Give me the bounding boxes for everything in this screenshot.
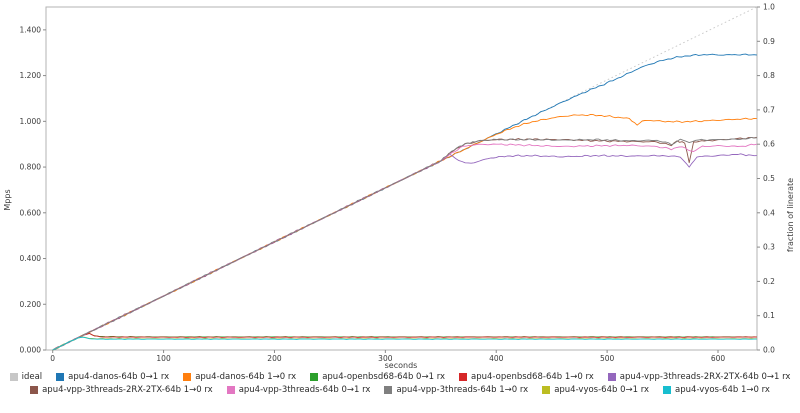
y-right-tick-label: 0.2	[763, 277, 775, 286]
series-line-3	[52, 332, 757, 351]
legend-label: apu4-vyos-64b 0→1 rx	[554, 384, 650, 395]
legend-item: apu4-vyos-64b 1→0 rx	[663, 385, 770, 395]
y-right-tick-label: 0.1	[763, 311, 775, 320]
legend-swatch-icon	[9, 372, 18, 381]
y-right-tick-label: 0.0	[763, 346, 775, 355]
y-left-tick-label: 1.000	[20, 117, 42, 126]
y-left-tick-label: 1.200	[20, 71, 42, 80]
legend-item: apu4-vpp-3threads-64b 0→1 rx	[226, 384, 371, 395]
x-tick-label: 100	[156, 354, 171, 363]
x-tick-label: 200	[267, 354, 282, 363]
legend-row: apu4-vpp-3threads-2RX-2TX-64b 1→0 rx apu4…	[30, 383, 770, 396]
legend-swatch-icon	[607, 372, 616, 381]
y-right-tick-label: 0.8	[763, 71, 775, 80]
legend-label: apu4-danos-64b 0→1 rx	[68, 371, 170, 382]
y-right-tick-label: 0.3	[763, 243, 775, 252]
legend-item: apu4-openbsd68-64b 0→1 rx	[310, 372, 445, 382]
legend-row: ideal apu4-danos-64b 0→1 rx apu4-danos-64b…	[9, 370, 791, 383]
axes-layer: 0.000 0.200 0.400 0.600 0.800 1.000 1.200 1.400…	[20, 3, 776, 364]
y-right-tick-label: 0.7	[763, 105, 775, 114]
legend-label: apu4-vpp-3threads-64b 0→1 rx	[238, 384, 371, 395]
x-tick-label: 300	[378, 354, 393, 363]
y-right-tick-label: 0.5	[763, 174, 775, 183]
legend-label: apu4-openbsd68-64b 1→0 rx	[471, 371, 594, 382]
x-tick-label: 600	[711, 354, 726, 363]
legend-swatch-icon	[30, 385, 39, 394]
legend-swatch-icon	[56, 372, 65, 381]
y-axis-right-label: fraction of linerate	[786, 178, 795, 252]
legend-item: apu4-vpp-3threads-2RX-2TX-64b 0→1 rx	[607, 371, 791, 382]
series-line-5	[52, 153, 757, 351]
series-line-4	[52, 332, 757, 351]
legend-label: apu4-vpp-3threads-2RX-2TX-64b 1→0 rx	[42, 384, 213, 395]
legend-item: apu4-danos-64b 1→0 rx	[183, 372, 296, 382]
legend-swatch-icon	[384, 385, 393, 394]
series-line-1	[52, 53, 757, 351]
y-left-tick-label: 0.400	[20, 254, 42, 263]
y-right-tick-label: 0.9	[763, 37, 775, 46]
legend-label: ideal	[21, 371, 43, 382]
series-line-6	[52, 136, 757, 351]
legend-item: apu4-openbsd68-64b 1→0 rx	[459, 372, 594, 382]
legend-label: apu4-vyos-64b 1→0 rx	[675, 384, 770, 395]
x-tick-label: 500	[600, 354, 615, 363]
legend-label: apu4-danos-64b 1→0 rx	[195, 371, 297, 382]
y-left-tick-label: 0.200	[20, 300, 42, 309]
y-axis-left-label: Mpps	[3, 189, 12, 210]
legend-label: apu4-vpp-3threads-2RX-2TX-64b 0→1 rx	[619, 371, 791, 382]
legend-swatch-icon	[459, 372, 467, 381]
x-axis-label: seconds	[385, 361, 418, 370]
legend-swatch-icon	[183, 372, 192, 381]
series-line-10	[52, 336, 757, 351]
legend-swatch-icon	[310, 372, 319, 381]
legend-item: apu4-vyos-64b 0→1 rx	[542, 385, 649, 395]
y-left-tick-label: 0.800	[20, 163, 42, 172]
chart-legend: ideal apu4-danos-64b 0→1 rx apu4-danos-64b…	[0, 370, 800, 396]
legend-label: apu4-openbsd68-64b 0→1 rx	[322, 371, 445, 382]
legend-item: apu4-danos-64b 0→1 rx	[56, 372, 169, 382]
series-line-7	[52, 143, 757, 351]
x-tick-label: 0	[50, 354, 55, 363]
y-left-tick-label: 0.000	[20, 346, 42, 355]
legend-label: apu4-vpp-3threads-64b 1→0 rx	[396, 384, 529, 395]
series-line-2	[52, 113, 757, 351]
y-left-tick-label: 0.600	[20, 208, 42, 217]
series-layer	[52, 6, 757, 351]
y-right-tick-label: 1.0	[763, 3, 775, 12]
legend-swatch-icon	[226, 385, 235, 394]
y-left-tick-label: 1.400	[20, 25, 42, 34]
legend-item: apu4-vpp-3threads-2RX-2TX-64b 1→0 rx	[30, 385, 213, 395]
legend-swatch-icon	[542, 385, 551, 394]
x-tick-label: 400	[489, 354, 504, 363]
legend-swatch-icon	[663, 385, 672, 394]
legend-item: ideal	[9, 371, 43, 382]
legend-item: apu4-vpp-3threads-64b 1→0 rx	[384, 385, 528, 395]
y-right-tick-label: 0.4	[763, 208, 775, 217]
series-line-8	[52, 136, 757, 351]
y-right-tick-label: 0.6	[763, 140, 775, 149]
